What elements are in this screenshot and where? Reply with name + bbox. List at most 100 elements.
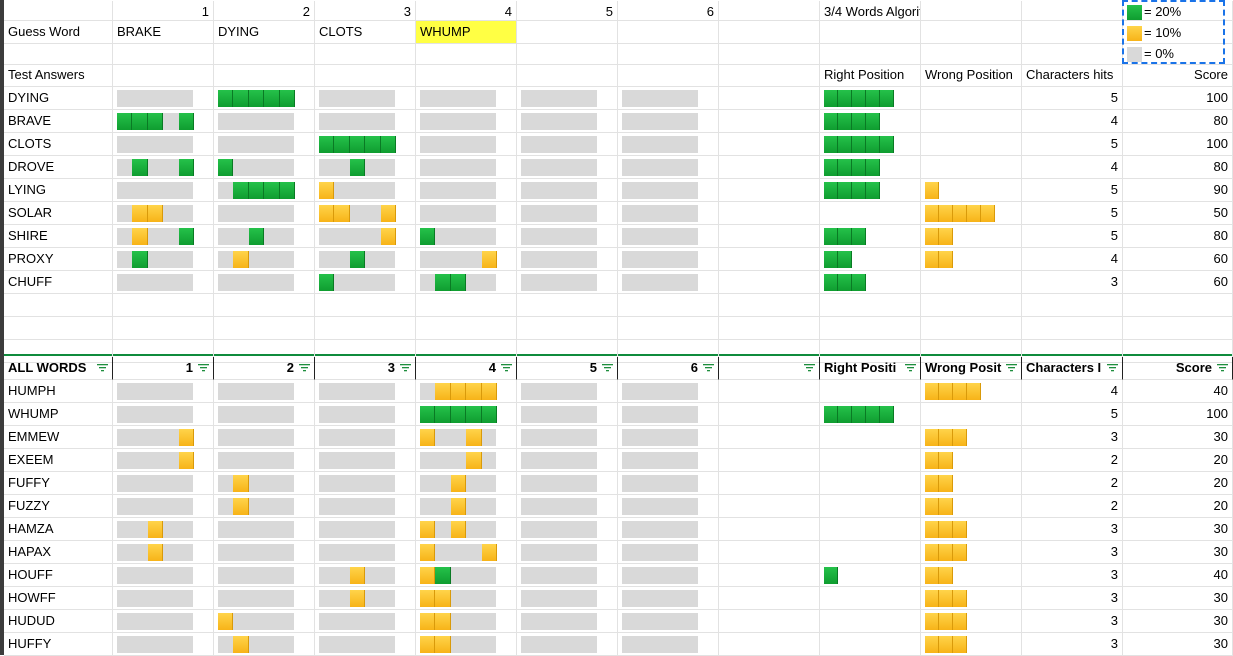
test-row-cell[interactable]	[517, 87, 618, 110]
cell[interactable]	[921, 340, 1022, 363]
all-words-row-cell[interactable]	[315, 380, 416, 403]
test-row-cell[interactable]	[315, 202, 416, 225]
test-row-cell[interactable]	[315, 87, 416, 110]
all-words-row-cell[interactable]	[820, 564, 921, 587]
all-words-row-cell[interactable]	[416, 610, 517, 633]
all-words-row-cell[interactable]	[921, 518, 1022, 541]
all-words-row-cell[interactable]	[820, 403, 921, 426]
test-row-cell[interactable]	[315, 271, 416, 294]
test-row-cell[interactable]: 80	[1123, 225, 1233, 248]
test-row-cell[interactable]	[517, 225, 618, 248]
test-row-cell[interactable]	[113, 202, 214, 225]
test-row-cell[interactable]	[113, 225, 214, 248]
all-words-row-cell[interactable]	[618, 426, 719, 449]
cell[interactable]	[4, 294, 113, 317]
cell[interactable]	[113, 340, 214, 363]
cell[interactable]	[820, 21, 921, 44]
test-row-cell[interactable]	[618, 225, 719, 248]
filter-icon[interactable]	[501, 362, 512, 373]
all-words-row-cell[interactable]: FUFFY	[4, 472, 113, 495]
cell[interactable]: 1	[113, 1, 214, 21]
cell[interactable]: 3/4 Words Algorithm	[820, 1, 921, 21]
all-words-row-cell[interactable]: 3	[1022, 587, 1123, 610]
all-words-row-cell[interactable]: 20	[1123, 472, 1233, 495]
filter-icon[interactable]	[905, 362, 916, 373]
all-words-row-cell[interactable]	[820, 449, 921, 472]
all-words-row-cell[interactable]	[113, 518, 214, 541]
test-row-cell[interactable]: 80	[1123, 156, 1233, 179]
cell[interactable]	[315, 340, 416, 363]
all-words-row-cell[interactable]: 3	[1022, 610, 1123, 633]
filter-icon[interactable]	[97, 362, 108, 373]
test-row-cell[interactable]	[416, 271, 517, 294]
cell[interactable]	[618, 21, 719, 44]
all-words-header-cell[interactable]: Score	[1123, 357, 1233, 380]
test-row-cell[interactable]	[517, 271, 618, 294]
all-words-row-cell[interactable]	[719, 541, 820, 564]
cell[interactable]	[921, 1, 1022, 21]
all-words-row-cell[interactable]	[214, 426, 315, 449]
all-words-row-cell[interactable]	[517, 633, 618, 656]
cell[interactable]	[719, 44, 820, 65]
cell[interactable]: 2	[214, 1, 315, 21]
all-words-row-cell[interactable]	[315, 541, 416, 564]
test-row-cell[interactable]	[517, 110, 618, 133]
all-words-row-cell[interactable]	[113, 633, 214, 656]
all-words-row-cell[interactable]: HUDUD	[4, 610, 113, 633]
test-row-cell[interactable]	[416, 248, 517, 271]
all-words-row-cell[interactable]: 2	[1022, 449, 1123, 472]
filter-icon[interactable]	[299, 362, 310, 373]
cell[interactable]	[1022, 340, 1123, 363]
all-words-row-cell[interactable]	[921, 587, 1022, 610]
test-row-cell[interactable]	[921, 133, 1022, 156]
all-words-header-cell[interactable]: 3	[315, 357, 416, 380]
cell[interactable]	[1123, 294, 1233, 317]
cell[interactable]	[921, 21, 1022, 44]
cell[interactable]	[517, 294, 618, 317]
test-row-cell[interactable]	[719, 225, 820, 248]
test-row-cell[interactable]	[820, 87, 921, 110]
test-row-cell[interactable]: 90	[1123, 179, 1233, 202]
cell[interactable]	[719, 21, 820, 44]
cell[interactable]	[214, 340, 315, 363]
test-row-cell[interactable]: 5	[1022, 133, 1123, 156]
filter-icon[interactable]	[400, 362, 411, 373]
all-words-row-cell[interactable]	[719, 449, 820, 472]
cell[interactable]: 3	[315, 1, 416, 21]
all-words-row-cell[interactable]: 3	[1022, 564, 1123, 587]
all-words-row-cell[interactable]: 30	[1123, 426, 1233, 449]
all-words-row-cell[interactable]	[719, 495, 820, 518]
cell[interactable]	[214, 317, 315, 340]
all-words-row-cell[interactable]: FUZZY	[4, 495, 113, 518]
test-row-cell[interactable]	[618, 179, 719, 202]
test-row-cell[interactable]	[921, 156, 1022, 179]
all-words-row-cell[interactable]	[214, 518, 315, 541]
all-words-row-cell[interactable]	[113, 472, 214, 495]
cell[interactable]	[618, 317, 719, 340]
cell[interactable]	[416, 64, 517, 87]
test-row-cell[interactable]	[820, 110, 921, 133]
test-row-cell[interactable]	[618, 110, 719, 133]
test-row-cell[interactable]	[214, 179, 315, 202]
test-row-cell[interactable]	[719, 248, 820, 271]
test-row-cell[interactable]: 3	[1022, 271, 1123, 294]
cell[interactable]	[921, 294, 1022, 317]
all-words-row-cell[interactable]: 4	[1022, 380, 1123, 403]
all-words-row-cell[interactable]	[921, 449, 1022, 472]
cell[interactable]	[1022, 44, 1123, 65]
test-row-cell[interactable]	[315, 179, 416, 202]
all-words-row-cell[interactable]: 40	[1123, 564, 1233, 587]
all-words-row-cell[interactable]	[113, 426, 214, 449]
all-words-row-cell[interactable]	[416, 587, 517, 610]
test-row-cell[interactable]	[214, 271, 315, 294]
all-words-row-cell[interactable]	[517, 541, 618, 564]
cell[interactable]: 6	[618, 1, 719, 21]
test-row-cell[interactable]	[113, 156, 214, 179]
all-words-row-cell[interactable]	[214, 403, 315, 426]
test-row-cell[interactable]	[416, 156, 517, 179]
cell[interactable]	[517, 21, 618, 44]
all-words-row-cell[interactable]	[921, 472, 1022, 495]
all-words-row-cell[interactable]	[214, 564, 315, 587]
test-row-cell[interactable]: 50	[1123, 202, 1233, 225]
all-words-row-cell[interactable]	[416, 426, 517, 449]
